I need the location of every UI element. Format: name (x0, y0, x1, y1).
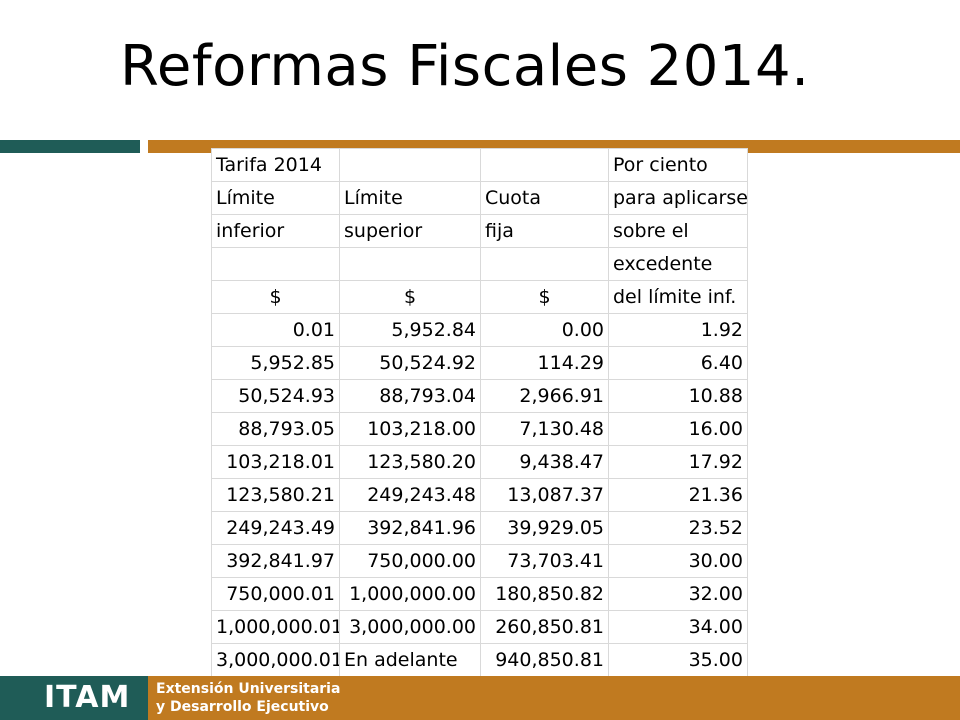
table-cell: En adelante (339, 643, 481, 677)
table-row: 88,793.05 103,218.00 7,130.48 16.00 (211, 412, 748, 446)
table-cell: 392,841.96 (339, 511, 481, 545)
footer-line-2: y Desarrollo Ejecutivo (156, 699, 329, 715)
header-cell (211, 247, 340, 281)
header-cell: $ (480, 280, 609, 314)
header-cell: excedente (608, 247, 748, 281)
table-row: 3,000,000.01 En adelante 940,850.81 35.00 (211, 643, 748, 677)
table-cell: 9,438.47 (480, 445, 609, 479)
footer-institution: Extensión Universitaria y Desarrollo Eje… (156, 680, 340, 716)
header-cell: $ (339, 280, 481, 314)
table-cell: 10.88 (608, 379, 748, 413)
footer-logo-block: ITAM (0, 676, 148, 720)
table-row: 392,841.97 750,000.00 73,703.41 30.00 (211, 544, 748, 578)
header-cell (480, 148, 609, 182)
footer-line-1: Extensión Universitaria (156, 681, 341, 697)
itam-logo: ITAM (44, 680, 131, 715)
table-cell: 0.01 (211, 313, 340, 347)
table-cell: 16.00 (608, 412, 748, 446)
accent-bar-green (0, 140, 140, 153)
table-cell: 32.00 (608, 577, 748, 611)
table-cell: 260,850.81 (480, 610, 609, 644)
table-cell: 249,243.48 (339, 478, 481, 512)
table-cell: 23.52 (608, 511, 748, 545)
table-cell: 0.00 (480, 313, 609, 347)
table-cell: 180,850.82 (480, 577, 609, 611)
table-cell: 123,580.21 (211, 478, 340, 512)
table-cell: 940,850.81 (480, 643, 609, 677)
table-cell: 88,793.05 (211, 412, 340, 446)
table-cell: 6.40 (608, 346, 748, 380)
tax-rate-table: Tarifa 2014 Por ciento Límite Límite Cuota pa… (211, 148, 748, 677)
table-cell: 750,000.00 (339, 544, 481, 578)
table-cell: 114.29 (480, 346, 609, 380)
table-cell: 249,243.49 (211, 511, 340, 545)
table-cell: 7,130.48 (480, 412, 609, 446)
table-cell: 34.00 (608, 610, 748, 644)
table-row: 103,218.01 123,580.20 9,438.47 17.92 (211, 445, 748, 479)
table-row: 50,524.93 88,793.04 2,966.91 10.88 (211, 379, 748, 413)
header-cell: para aplicarse (608, 181, 748, 215)
table-cell: 3,000,000.01 (211, 643, 340, 677)
table-row: 750,000.01 1,000,000.00 180,850.82 32.00 (211, 577, 748, 611)
footer-bar: ITAM Extensión Universitaria y Desarroll… (0, 676, 960, 720)
table-cell: 50,524.92 (339, 346, 481, 380)
table-cell: 50,524.93 (211, 379, 340, 413)
table-cell: 392,841.97 (211, 544, 340, 578)
table-cell: 5,952.85 (211, 346, 340, 380)
table-cell: 2,966.91 (480, 379, 609, 413)
table-header-row: inferior superior fija sobre el (211, 214, 748, 248)
header-cell (339, 247, 481, 281)
slide-title: Reformas Fiscales 2014. (120, 34, 810, 99)
table-cell: 123,580.20 (339, 445, 481, 479)
table-cell: 103,218.00 (339, 412, 481, 446)
table-cell: 17.92 (608, 445, 748, 479)
table-cell: 35.00 (608, 643, 748, 677)
table-row: 0.01 5,952.84 0.00 1.92 (211, 313, 748, 347)
header-cell: Límite (211, 181, 340, 215)
header-cell: sobre el (608, 214, 748, 248)
header-cell: fija (480, 214, 609, 248)
table-cell: 3,000,000.00 (339, 610, 481, 644)
table-cell: 1,000,000.00 (339, 577, 481, 611)
header-cell: inferior (211, 214, 340, 248)
table-header-row: Tarifa 2014 Por ciento (211, 148, 748, 182)
table-cell: 750,000.01 (211, 577, 340, 611)
header-cell: del límite inf. (608, 280, 748, 314)
table-cell: 21.36 (608, 478, 748, 512)
header-cell: Por ciento (608, 148, 748, 182)
table-cell: 5,952.84 (339, 313, 481, 347)
table-row: 123,580.21 249,243.48 13,087.37 21.36 (211, 478, 748, 512)
table-cell: 88,793.04 (339, 379, 481, 413)
table-header-row: Límite Límite Cuota para aplicarse (211, 181, 748, 215)
tax-rate-table-container: Tarifa 2014 Por ciento Límite Límite Cuota pa… (211, 148, 748, 678)
table-cell: 30.00 (608, 544, 748, 578)
header-cell (480, 247, 609, 281)
header-cell: superior (339, 214, 481, 248)
table-cell: 1.92 (608, 313, 748, 347)
table-cell: 73,703.41 (480, 544, 609, 578)
table-row: 5,952.85 50,524.92 114.29 6.40 (211, 346, 748, 380)
table-row: 249,243.49 392,841.96 39,929.05 23.52 (211, 511, 748, 545)
table-cell: 39,929.05 (480, 511, 609, 545)
table-header-row: excedente (211, 247, 748, 281)
table-header-row: $ $ $ del límite inf. (211, 280, 748, 314)
table-cell: 1,000,000.01 (211, 610, 340, 644)
table-cell: 13,087.37 (480, 478, 609, 512)
table-cell: 103,218.01 (211, 445, 340, 479)
header-cell (339, 148, 481, 182)
table-row: 1,000,000.01 3,000,000.00 260,850.81 34.00 (211, 610, 748, 644)
header-cell: Límite (339, 181, 481, 215)
header-cell: Tarifa 2014 (211, 148, 340, 182)
header-cell: $ (211, 280, 340, 314)
header-cell: Cuota (480, 181, 609, 215)
